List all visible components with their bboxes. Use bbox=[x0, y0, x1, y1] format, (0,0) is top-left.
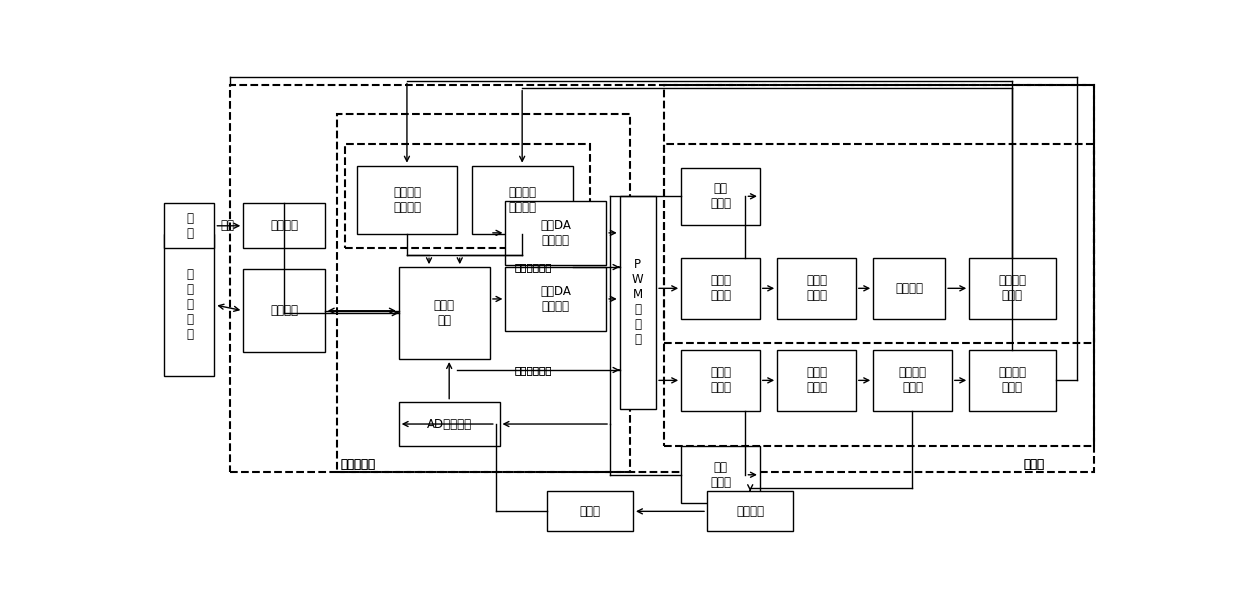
Bar bbox=[873, 257, 945, 319]
Bar bbox=[681, 168, 760, 224]
Bar bbox=[472, 166, 572, 234]
Text: 方位传
动机构: 方位传 动机构 bbox=[807, 367, 826, 394]
Text: 俧仰
测速机: 俧仰 测速机 bbox=[710, 182, 731, 210]
Text: 监
控
计
算
机: 监 控 计 算 机 bbox=[186, 268, 193, 341]
Text: 平板天线: 平板天线 bbox=[895, 282, 923, 295]
Text: 俧仰使能信号: 俧仰使能信号 bbox=[515, 262, 553, 272]
Text: 方位直
流电机: 方位直 流电机 bbox=[710, 367, 731, 394]
Text: 方位DA
转换模块: 方位DA 转换模块 bbox=[540, 219, 571, 247]
Bar bbox=[620, 196, 657, 409]
Bar bbox=[399, 402, 499, 446]
Text: 俧仰角度
解码模块: 俧仰角度 解码模块 bbox=[508, 186, 536, 214]
Bar bbox=[873, 349, 952, 411]
Text: 网络模块: 网络模块 bbox=[270, 304, 299, 318]
Bar bbox=[681, 257, 760, 319]
Bar bbox=[506, 267, 606, 331]
Text: 伺服控制器: 伺服控制器 bbox=[341, 458, 375, 471]
Text: 俧仰旋转
变压器: 俧仰旋转 变压器 bbox=[999, 275, 1026, 302]
Text: 电
源: 电 源 bbox=[186, 211, 193, 240]
Bar bbox=[506, 201, 606, 265]
Text: 电源: 电源 bbox=[221, 219, 234, 232]
Text: 方位使能信号: 方位使能信号 bbox=[515, 365, 553, 375]
Bar bbox=[337, 113, 631, 473]
Text: 俧仰直
流电机: 俧仰直 流电机 bbox=[710, 275, 731, 302]
Bar bbox=[969, 349, 1056, 411]
Text: 天线座: 天线座 bbox=[1023, 458, 1044, 471]
Text: 处理器
模块: 处理器 模块 bbox=[434, 299, 455, 327]
Text: 俧仰传
动机构: 俧仰传 动机构 bbox=[807, 275, 826, 302]
Bar bbox=[344, 144, 590, 248]
Text: 方位旋转
变压器: 方位旋转 变压器 bbox=[999, 367, 1026, 394]
Text: 俧仰使能信号: 俧仰使能信号 bbox=[515, 262, 553, 272]
Text: 下变频器: 下变频器 bbox=[736, 505, 764, 518]
Bar bbox=[777, 349, 856, 411]
Text: 天线座: 天线座 bbox=[1023, 458, 1044, 471]
Bar bbox=[969, 257, 1056, 319]
Text: 方位使能信号: 方位使能信号 bbox=[515, 365, 553, 375]
Bar bbox=[546, 491, 633, 531]
Text: 伺服控制器: 伺服控制器 bbox=[341, 458, 375, 471]
Bar bbox=[681, 349, 760, 411]
Bar bbox=[664, 85, 1094, 446]
Bar bbox=[357, 166, 457, 234]
Text: 电源模块: 电源模块 bbox=[270, 219, 299, 232]
Bar bbox=[165, 204, 214, 248]
Bar bbox=[243, 270, 325, 352]
Bar bbox=[707, 491, 793, 531]
Text: AD转换模块: AD转换模块 bbox=[426, 417, 472, 430]
Bar bbox=[243, 204, 325, 248]
Bar bbox=[777, 257, 856, 319]
Bar bbox=[399, 267, 489, 359]
Text: 接收机: 接收机 bbox=[580, 505, 601, 518]
Bar bbox=[681, 446, 760, 503]
Text: 方位角度
解码模块: 方位角度 解码模块 bbox=[393, 186, 421, 214]
Bar bbox=[664, 144, 1094, 343]
Text: 俧仰DA
转换模块: 俧仰DA 转换模块 bbox=[540, 285, 571, 313]
Text: P
W
M
驱
动
器: P W M 驱 动 器 bbox=[632, 259, 644, 346]
Bar bbox=[165, 234, 214, 376]
Bar bbox=[229, 85, 1094, 473]
Text: 天线座转
动部分: 天线座转 动部分 bbox=[898, 367, 927, 394]
Text: 方位
测速机: 方位 测速机 bbox=[710, 461, 731, 489]
